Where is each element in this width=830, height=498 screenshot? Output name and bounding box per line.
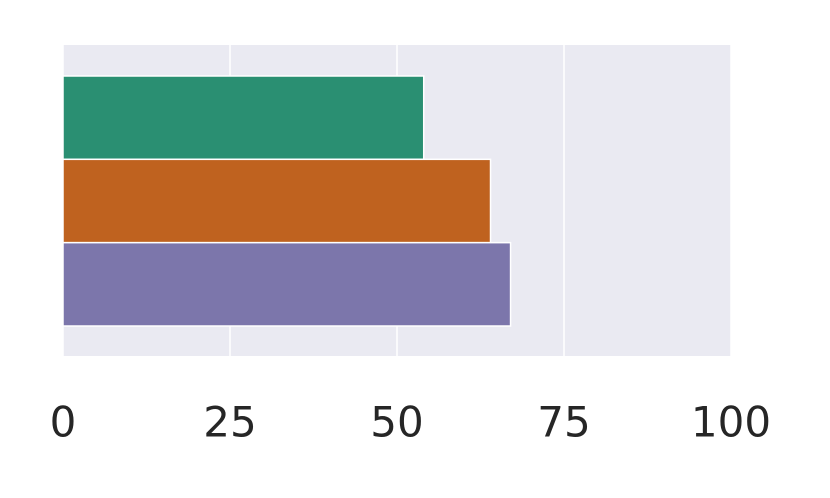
x-tick-label: 100 xyxy=(691,398,771,447)
x-tick-label: 25 xyxy=(203,398,256,447)
x-tick-label: 50 xyxy=(370,398,423,447)
bar xyxy=(62,158,492,244)
bar xyxy=(62,75,425,161)
bar xyxy=(62,241,512,327)
x-tick-label: 75 xyxy=(537,398,590,447)
x-tick-label: 0 xyxy=(50,398,77,447)
